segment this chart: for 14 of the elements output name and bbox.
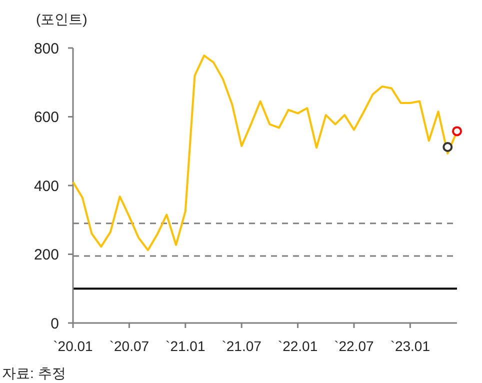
text: 자료: 추정 (2, 365, 66, 381)
y-tick-label: 0 (50, 315, 59, 332)
x-tick-label: `23.01 (390, 338, 430, 354)
x-tick-label: `21.07 (222, 338, 262, 354)
y-tick-label: 600 (34, 109, 59, 126)
y-axis-title: (포인트) (36, 11, 88, 27)
x-tick-label: `20.01 (53, 338, 94, 354)
x-tick-label: `20.07 (109, 338, 150, 354)
x-tick-label: `22.01 (278, 338, 318, 354)
x-tick-label: `22.07 (334, 338, 374, 354)
x-tick-label: `21.01 (166, 338, 206, 354)
y-tick-label: 400 (34, 178, 59, 195)
y-tick-label: 200 (34, 246, 59, 264)
y-tick-label: 800 (34, 40, 59, 58)
